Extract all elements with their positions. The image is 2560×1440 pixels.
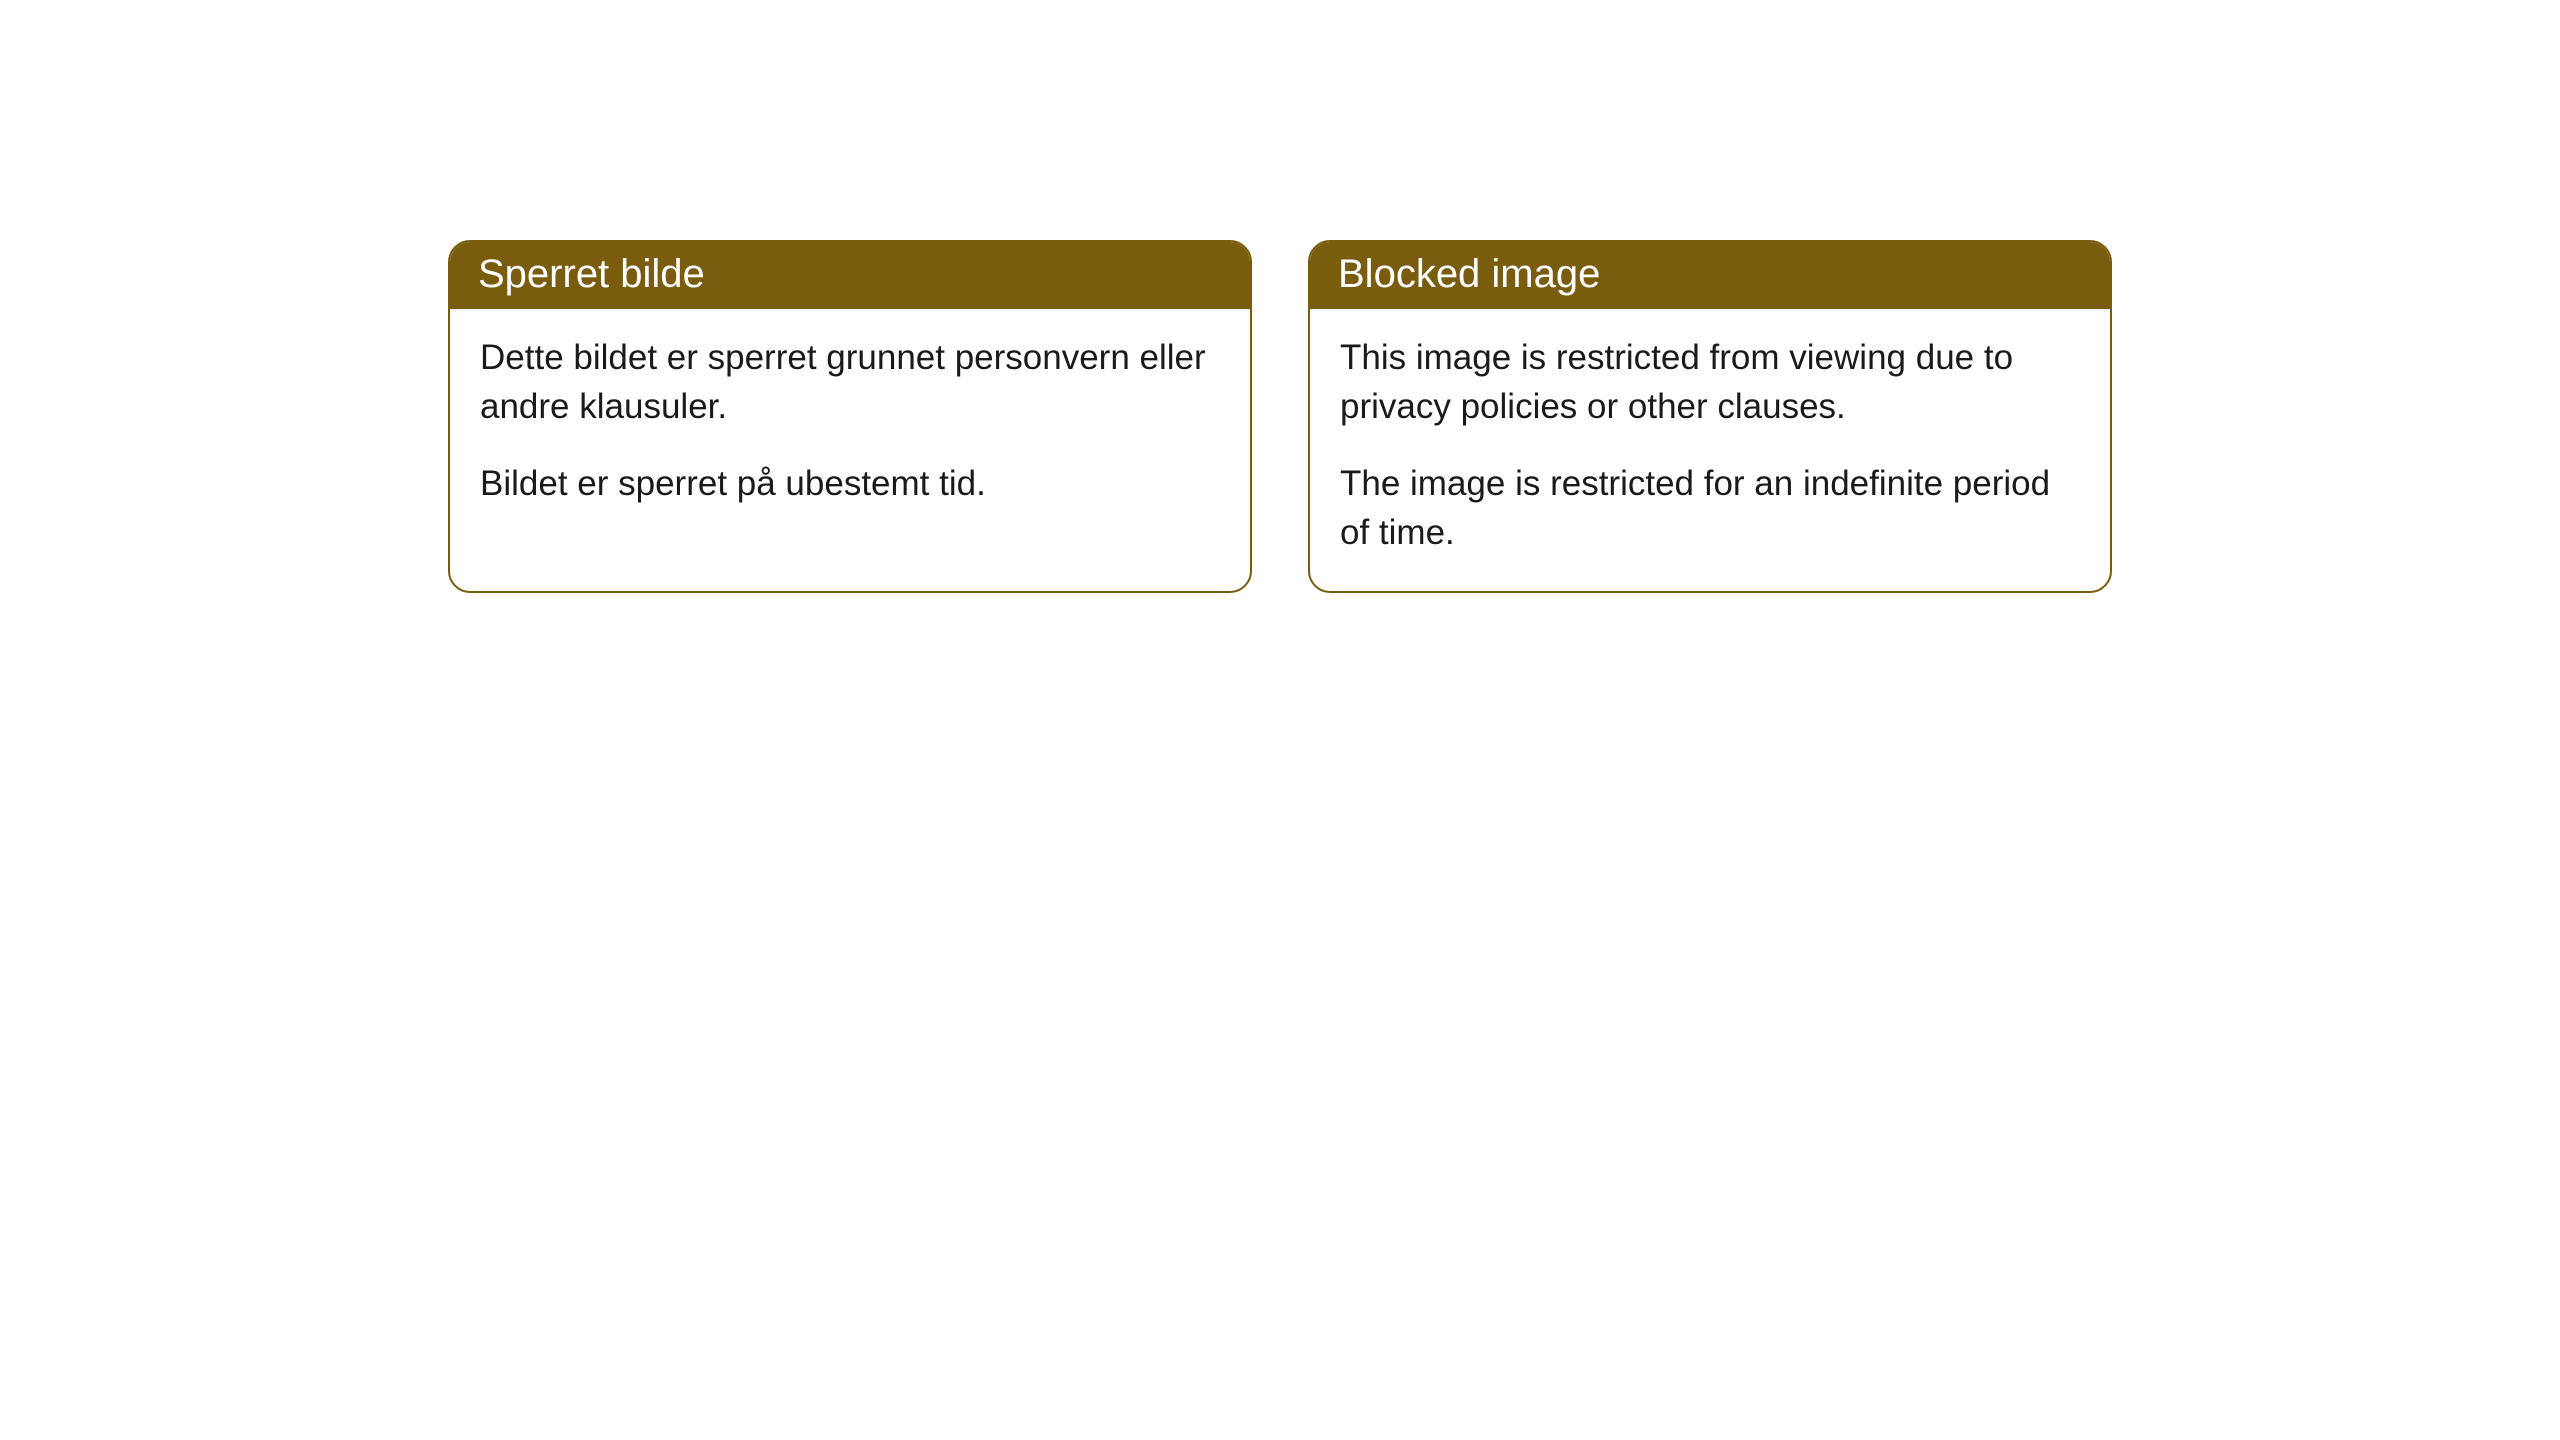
notice-cards-container: Sperret bilde Dette bildet er sperret gr… xyxy=(448,240,2112,593)
card-paragraph-2-no: Bildet er sperret på ubestemt tid. xyxy=(480,459,1220,508)
card-body-en: This image is restricted from viewing du… xyxy=(1310,309,2110,591)
blocked-image-card-en: Blocked image This image is restricted f… xyxy=(1308,240,2112,593)
card-body-no: Dette bildet er sperret grunnet personve… xyxy=(450,309,1250,542)
card-paragraph-2-en: The image is restricted for an indefinit… xyxy=(1340,459,2080,557)
card-header-no: Sperret bilde xyxy=(450,242,1250,309)
card-paragraph-1-no: Dette bildet er sperret grunnet personve… xyxy=(480,333,1220,431)
card-paragraph-1-en: This image is restricted from viewing du… xyxy=(1340,333,2080,431)
blocked-image-card-no: Sperret bilde Dette bildet er sperret gr… xyxy=(448,240,1252,593)
card-header-en: Blocked image xyxy=(1310,242,2110,309)
